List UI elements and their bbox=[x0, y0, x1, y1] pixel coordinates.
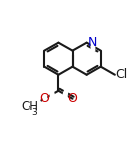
Text: CH: CH bbox=[22, 100, 39, 113]
Text: N: N bbox=[87, 36, 97, 49]
Text: O: O bbox=[39, 92, 49, 105]
Text: 3: 3 bbox=[31, 108, 37, 118]
Text: O: O bbox=[68, 92, 77, 105]
Text: O: O bbox=[33, 85, 56, 113]
Text: CH: CH bbox=[10, 94, 51, 120]
Text: N: N bbox=[87, 29, 110, 57]
Text: Cl: Cl bbox=[116, 61, 139, 89]
Text: O: O bbox=[61, 85, 84, 113]
Text: 3: 3 bbox=[27, 103, 41, 122]
Text: Cl: Cl bbox=[116, 68, 128, 81]
